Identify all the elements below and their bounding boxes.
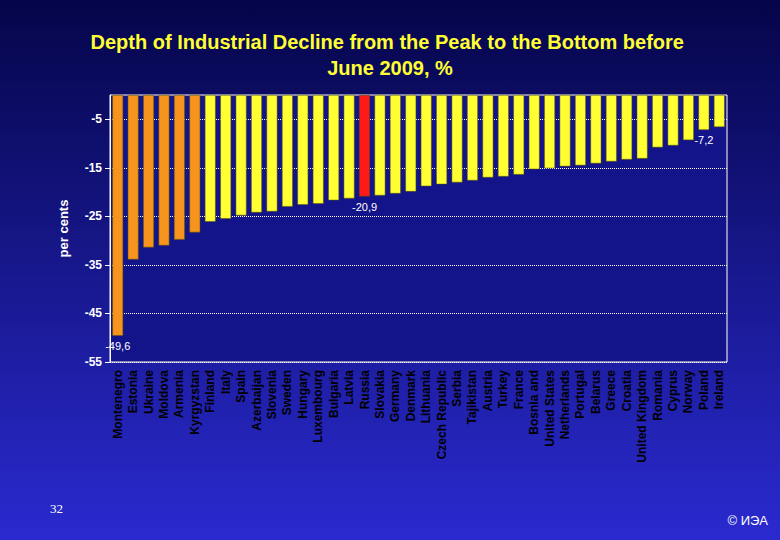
svg-text:Bulgaria: Bulgaria	[327, 370, 341, 418]
svg-text:France: France	[512, 370, 526, 410]
svg-text:Austria: Austria	[481, 370, 495, 412]
svg-text:-7,2: -7,2	[694, 134, 713, 146]
svg-text:Poland: Poland	[697, 370, 711, 410]
svg-text:Kyrgyzstan: Kyrgyzstan	[188, 370, 202, 435]
svg-text:© ИЭА: © ИЭА	[727, 513, 768, 528]
svg-text:32: 32	[50, 501, 63, 516]
svg-text:Denmark: Denmark	[404, 370, 418, 422]
svg-text:Turkey: Turkey	[496, 370, 510, 409]
svg-text:Latvia: Latvia	[342, 370, 356, 405]
svg-text:-55: -55	[85, 355, 103, 369]
svg-text:Azerbaijan: Azerbaijan	[250, 370, 264, 431]
svg-text:Ukraine: Ukraine	[142, 370, 156, 414]
svg-text:Greece: Greece	[604, 370, 618, 411]
svg-text:Bosnia and: Bosnia and	[527, 370, 541, 435]
svg-text:Moldova: Moldova	[157, 370, 171, 419]
svg-text:-20,9: -20,9	[352, 201, 377, 213]
svg-text:Norway: Norway	[681, 370, 695, 414]
svg-text:Croatia: Croatia	[620, 370, 634, 412]
svg-text:Slovenia: Slovenia	[265, 370, 279, 420]
svg-text:Depth of Industrial Decline fr: Depth of Industrial Decline from the Pea…	[91, 31, 690, 53]
svg-text:Romania: Romania	[651, 370, 665, 421]
svg-text:Estonia: Estonia	[126, 370, 140, 414]
svg-text:-15: -15	[85, 161, 103, 175]
svg-text:Serbia: Serbia	[450, 370, 464, 407]
svg-text:Finland: Finland	[203, 370, 217, 413]
svg-text:Cyprus: Cyprus	[666, 370, 680, 412]
svg-text:Ireland: Ireland	[712, 370, 726, 409]
svg-text:Belarus: Belarus	[589, 370, 603, 414]
svg-text:Slovakia: Slovakia	[373, 370, 387, 419]
svg-text:Czech Republic: Czech Republic	[435, 370, 449, 460]
svg-text:Tajikistan: Tajikistan	[465, 370, 479, 424]
svg-text:Hungary: Hungary	[296, 370, 310, 419]
svg-text:Italy: Italy	[219, 370, 233, 394]
svg-text:-49,6: -49,6	[105, 340, 130, 352]
svg-text:per cents: per cents	[56, 200, 71, 258]
svg-text:Portugal: Portugal	[573, 370, 587, 419]
svg-text:-35: -35	[85, 258, 103, 272]
svg-text:Montenegro: Montenegro	[111, 370, 125, 439]
svg-text:Lithuania: Lithuania	[419, 370, 433, 424]
svg-text:Armenia: Armenia	[172, 370, 186, 418]
svg-text:United States: United States	[543, 370, 557, 447]
svg-text:Luxembourg: Luxembourg	[311, 370, 325, 443]
svg-text:-45: -45	[85, 306, 103, 320]
svg-text:United Kingdom: United Kingdom	[635, 370, 649, 463]
svg-text:Russia: Russia	[358, 370, 372, 410]
svg-text:June 2009, %: June 2009, %	[327, 57, 453, 79]
svg-text:Sweden: Sweden	[280, 370, 294, 415]
svg-text:-25: -25	[85, 209, 103, 223]
svg-text:Germany: Germany	[388, 370, 402, 422]
svg-text:Netherlands: Netherlands	[558, 370, 572, 440]
svg-text:-5: -5	[91, 112, 102, 126]
svg-text:Spain: Spain	[234, 370, 248, 403]
